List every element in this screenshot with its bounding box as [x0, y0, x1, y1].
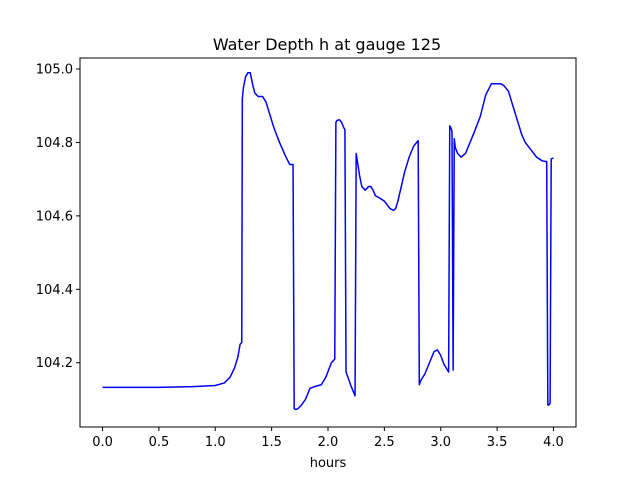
y-axis: 104.2 104.4 104.6 104.8 105.0: [36, 63, 80, 371]
x-tick-label: 2.0: [318, 435, 339, 450]
x-tick-label: 2.5: [374, 435, 395, 450]
y-tick-label: 104.6: [36, 209, 73, 224]
y-tick-label: 104.8: [36, 136, 73, 151]
x-tick-label: 0.5: [149, 435, 170, 450]
x-tick-label: 3.5: [487, 435, 508, 450]
x-axis-label: hours: [310, 456, 347, 471]
y-tick-label: 105.0: [36, 63, 73, 78]
plot-frame: [79, 57, 577, 428]
x-tick-label: 4.0: [543, 435, 564, 450]
chart-title: Water Depth h at gauge 125: [213, 35, 441, 54]
series-line-0: [102, 71, 554, 411]
plot-area: 0.0 0.5 1.0 1.5 2.0 2.5 3.0 3.5 4.0 104.2104.410…: [36, 57, 577, 450]
x-tick-label: 3.0: [430, 435, 451, 450]
y-tick-label: 104.4: [36, 283, 73, 298]
x-tick-label: 1.5: [261, 435, 282, 450]
x-tick-label: 1.0: [205, 435, 226, 450]
series-layer: [102, 71, 554, 411]
x-tick-label: 0.0: [92, 435, 113, 450]
y-tick-label: 104.2: [36, 356, 73, 371]
x-axis: 0.0 0.5 1.0 1.5 2.0 2.5 3.0 3.5 4.0: [92, 427, 564, 450]
